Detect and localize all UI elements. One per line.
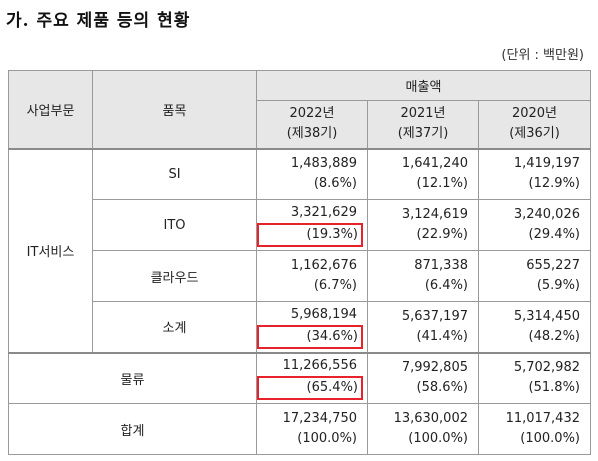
ratio: (29.4%) (528, 227, 580, 242)
amount: 3,240,026 (513, 207, 580, 222)
value-cell: 1,483,889 (8.6%) (256, 147, 368, 200)
table-row: 물류 11,266,556 (65.4%) 7,992,805 (58.6%) 5,… (8, 351, 591, 404)
unit-note: (단위 : 백만원) (501, 48, 584, 63)
header-sales: 매출액 (256, 70, 591, 101)
segment-logistics: 물류 (8, 351, 257, 404)
value-cell: 5,637,197 (41.4%) (367, 301, 479, 353)
ratio: (41.4%) (416, 328, 468, 344)
value-cell: 3,321,629 (19.3%) (256, 199, 368, 251)
table-row: 소계 5,968,194 (34.6%) 5,637,197 (41.4%) 5,3… (9, 301, 591, 353)
value-cell: 5,702,982 (51.8%) (478, 351, 591, 404)
product-si: SI (92, 147, 257, 200)
amount: 17,234,750 (282, 411, 357, 426)
table-row: ITO 3,321,629 (19.3%) 3,124,619 (22.9%) 3,… (9, 199, 591, 251)
amount: 3,321,629 (290, 205, 357, 220)
product-subtotal: 소계 (92, 301, 257, 353)
highlighted-ratio: (65.4%) (257, 376, 363, 401)
ratio: (5.9%) (536, 278, 580, 293)
amount: 655,227 (526, 258, 580, 273)
table-row: 클라우드 1,162,676 (6.7%) 871,338 (6.4%) 655,2… (9, 250, 591, 302)
value-cell: 871,338 (6.4%) (367, 250, 479, 302)
amount: 7,992,805 (401, 360, 468, 376)
header-product: 품목 (92, 70, 257, 149)
header-year-2021: 2021년 (제37기) (367, 100, 479, 149)
ratio: (100.0%) (297, 431, 357, 446)
header-year-2020: 2020년 (제36기) (478, 100, 591, 149)
term-label: (제38기) (286, 126, 338, 142)
segment-it-service: IT서비스 (8, 147, 93, 353)
product-cloud: 클라우드 (92, 250, 257, 302)
year-label: 2021년 (400, 106, 446, 122)
product-ito: ITO (92, 199, 257, 251)
amount: 5,637,197 (401, 308, 468, 324)
ratio: (22.9%) (416, 227, 468, 242)
term-label: (제37기) (397, 126, 449, 142)
amount: 5,314,450 (513, 308, 580, 324)
value-cell: 1,162,676 (6.7%) (256, 250, 368, 302)
ratio: (12.1%) (416, 176, 468, 192)
ratio: (6.4%) (424, 278, 468, 293)
value-cell: 3,240,026 (29.4%) (478, 199, 591, 251)
amount: 1,483,889 (290, 156, 357, 172)
amount: 1,641,240 (401, 156, 468, 172)
value-cell: 17,234,750 (100.0%) (256, 403, 368, 455)
section-heading: 가. 주요 제품 등의 현황 (6, 11, 191, 31)
segment-total: 합계 (8, 403, 257, 455)
value-cell: 5,314,450 (48.2%) (478, 301, 591, 353)
ratio: (100.0%) (520, 431, 580, 446)
amount: 5,968,194 (290, 306, 357, 322)
value-cell: 5,968,194 (34.6%) (256, 301, 368, 353)
value-cell: 7,992,805 (58.6%) (367, 351, 479, 404)
table-row: 합계 17,234,750 (100.0%) 13,630,002 (100.0%)… (8, 403, 591, 455)
value-cell: 1,419,197 (12.9%) (478, 147, 591, 200)
year-label: 2022년 (289, 106, 335, 122)
amount: 1,419,197 (513, 156, 580, 172)
highlighted-ratio: (19.3%) (257, 223, 363, 247)
amount: 11,266,556 (282, 358, 357, 374)
value-cell: 1,641,240 (12.1%) (367, 147, 479, 200)
ratio: (12.9%) (528, 176, 580, 192)
term-label: (제36기) (509, 126, 560, 142)
header-year-2022: 2022년 (제38기) (256, 100, 368, 149)
products-table: 사업부문 품목 매출액 2022년 (제38기) 2021년 (제37기) 20… (8, 70, 591, 455)
value-cell: 3,124,619 (22.9%) (367, 199, 479, 251)
amount: 1,162,676 (290, 258, 357, 273)
amount: 5,702,982 (513, 360, 580, 376)
ratio: (51.8%) (528, 380, 580, 396)
value-cell: 11,266,556 (65.4%) (256, 351, 368, 404)
value-cell: 13,630,002 (100.0%) (367, 403, 479, 455)
value-cell: 11,017,432 (100.0%) (478, 403, 591, 455)
value-cell: 655,227 (5.9%) (478, 250, 591, 302)
amount: 3,124,619 (401, 207, 468, 222)
amount: 11,017,432 (505, 411, 580, 426)
ratio: (6.7%) (313, 278, 357, 293)
table-row: IT서비스 SI 1,483,889 (8.6%) 1,641,240 (12.1%… (8, 147, 591, 353)
ratio: (48.2%) (528, 328, 580, 344)
amount: 871,338 (414, 258, 468, 273)
header-segment: 사업부문 (8, 70, 93, 149)
amount: 13,630,002 (393, 411, 468, 426)
highlighted-ratio: (34.6%) (257, 324, 363, 349)
ratio: (8.6%) (313, 176, 357, 192)
ratio: (58.6%) (416, 380, 468, 396)
year-label: 2020년 (511, 106, 558, 122)
ratio: (100.0%) (408, 431, 468, 446)
